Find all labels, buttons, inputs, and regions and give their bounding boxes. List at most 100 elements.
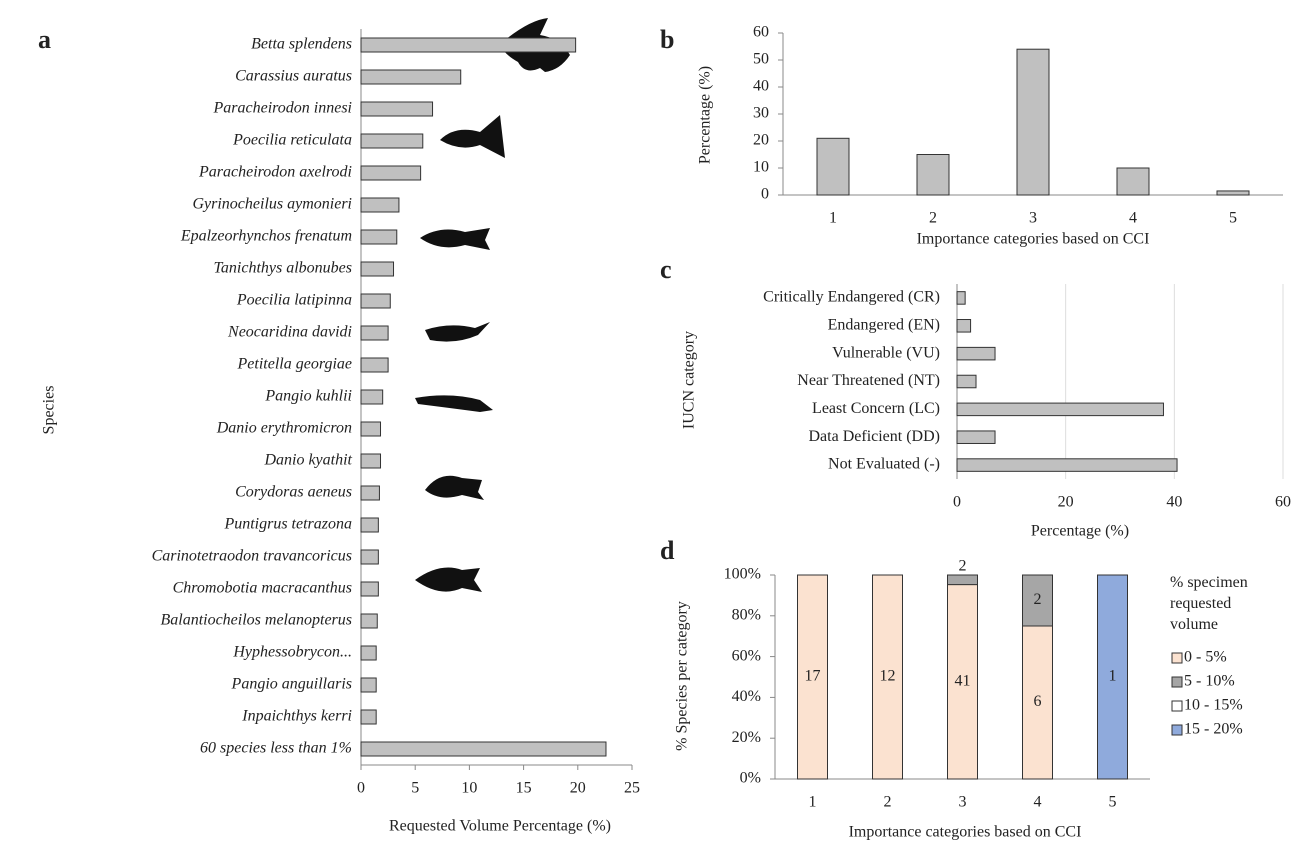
bar [956,319,972,333]
bar [1016,48,1050,196]
y-tick-label: 80% [732,606,761,623]
x-tick-label: 3 [1029,210,1037,227]
bar-segment [1022,574,1053,627]
panel-label: d [660,536,675,565]
legend-title: % specimen requested volume [1170,574,1248,633]
y-axis-label: Percentage (%) [697,66,714,164]
category-label: Corydoras aeneus [235,484,352,501]
y-tick-label: 100% [724,566,761,583]
data-label: 1 [1109,668,1117,685]
y-tick-label: 50 [753,51,769,68]
x-tick-label: 4 [1034,794,1042,811]
bar [1116,167,1150,196]
bar [360,549,379,565]
y-tick-label: 40 [753,78,769,95]
x-axis-label: Percentage (%) [1031,523,1129,540]
bar [360,293,391,309]
x-tick-label: 1 [829,210,837,227]
legend-label: 10 - 15% [1184,697,1243,714]
category-label: Puntigrus tetrazona [223,516,352,533]
legend-swatch [1171,724,1183,736]
x-tick-label: 20 [570,780,586,797]
category-label: 60 species less than 1% [200,740,352,757]
category-label: Pangio kuhlii [264,388,352,405]
x-tick-label: 15 [516,780,532,797]
y-tick-label: 60 [753,24,769,41]
bar [916,154,950,196]
category-label: Poecilia reticulata [232,132,352,149]
legend-swatch [1171,652,1183,664]
category-label: Paracheirodon axelrodi [198,164,352,181]
category-label: Gyrinocheilus aymonieri [192,196,352,213]
bar [816,137,850,196]
bar [360,517,379,533]
bar [360,229,398,245]
x-tick-label: 4 [1129,210,1137,227]
x-tick-label: 0 [357,780,365,797]
y-tick-label: 10 [753,159,769,176]
y-tick-label: 40% [732,688,761,705]
fish-icon [415,395,493,412]
category-label: Poecilia latipinna [236,292,352,309]
y-axis-label: IUCN category [681,331,698,429]
bar-segment [1022,625,1053,780]
bar [360,325,389,341]
bar [956,346,996,361]
bar [956,402,1164,417]
bar [360,101,434,117]
y-tick-label: 0 [761,186,769,203]
bar [360,37,577,53]
category-label: Chromobotia macracanthus [173,580,352,597]
bar [360,453,382,469]
category-label: Hyphessobrycon... [232,644,352,661]
y-tick-label: 30 [753,105,769,122]
x-tick-label: 2 [884,794,892,811]
bar [360,421,382,437]
data-label: 2 [959,558,967,575]
category-label: Danio kyathit [263,452,352,469]
category-label: Near Threatened (NT) [797,372,940,389]
category-label: Pangio anguillaris [231,676,352,693]
x-tick-label: 5 [411,780,419,797]
panel-label: b [660,25,674,54]
bar [360,741,607,757]
x-tick-label: 5 [1229,210,1237,227]
bar [360,133,424,149]
bar [360,709,377,725]
legend-swatch [1171,700,1183,712]
x-axis-label: Importance categories based on CCI [849,824,1082,841]
data-label: 6 [1034,693,1042,710]
bar [360,485,380,501]
bar [360,357,389,373]
x-tick-label: 60 [1275,494,1291,511]
y-tick-label: 0% [740,770,761,787]
legend-swatch [1171,676,1183,688]
bar-segment [947,574,978,586]
category-label: Vulnerable (VU) [832,344,940,361]
fish-silhouettes [415,18,570,592]
x-tick-label: 5 [1109,794,1117,811]
bar [360,677,377,693]
bar [360,581,379,597]
category-label: Carassius auratus [235,68,352,85]
x-tick-label: 40 [1166,494,1182,511]
bar [1216,190,1250,196]
bar-segment [947,584,978,780]
bar [360,613,378,629]
category-label: Danio erythromicron [216,420,352,437]
category-label: Critically Endangered (CR) [763,289,940,306]
x-tick-label: 25 [624,780,640,797]
x-tick-label: 10 [461,780,477,797]
bar-segment [1097,574,1128,780]
x-tick-label: 3 [959,794,967,811]
x-tick-label: 1 [809,794,817,811]
y-tick-label: 20% [732,729,761,746]
bar [360,645,377,661]
data-label: 2 [1034,591,1042,608]
y-axis-label: Species [41,386,58,435]
y-tick-label: 60% [732,647,761,664]
bar [360,389,384,405]
category-label: Neocaridina davidi [227,324,352,341]
